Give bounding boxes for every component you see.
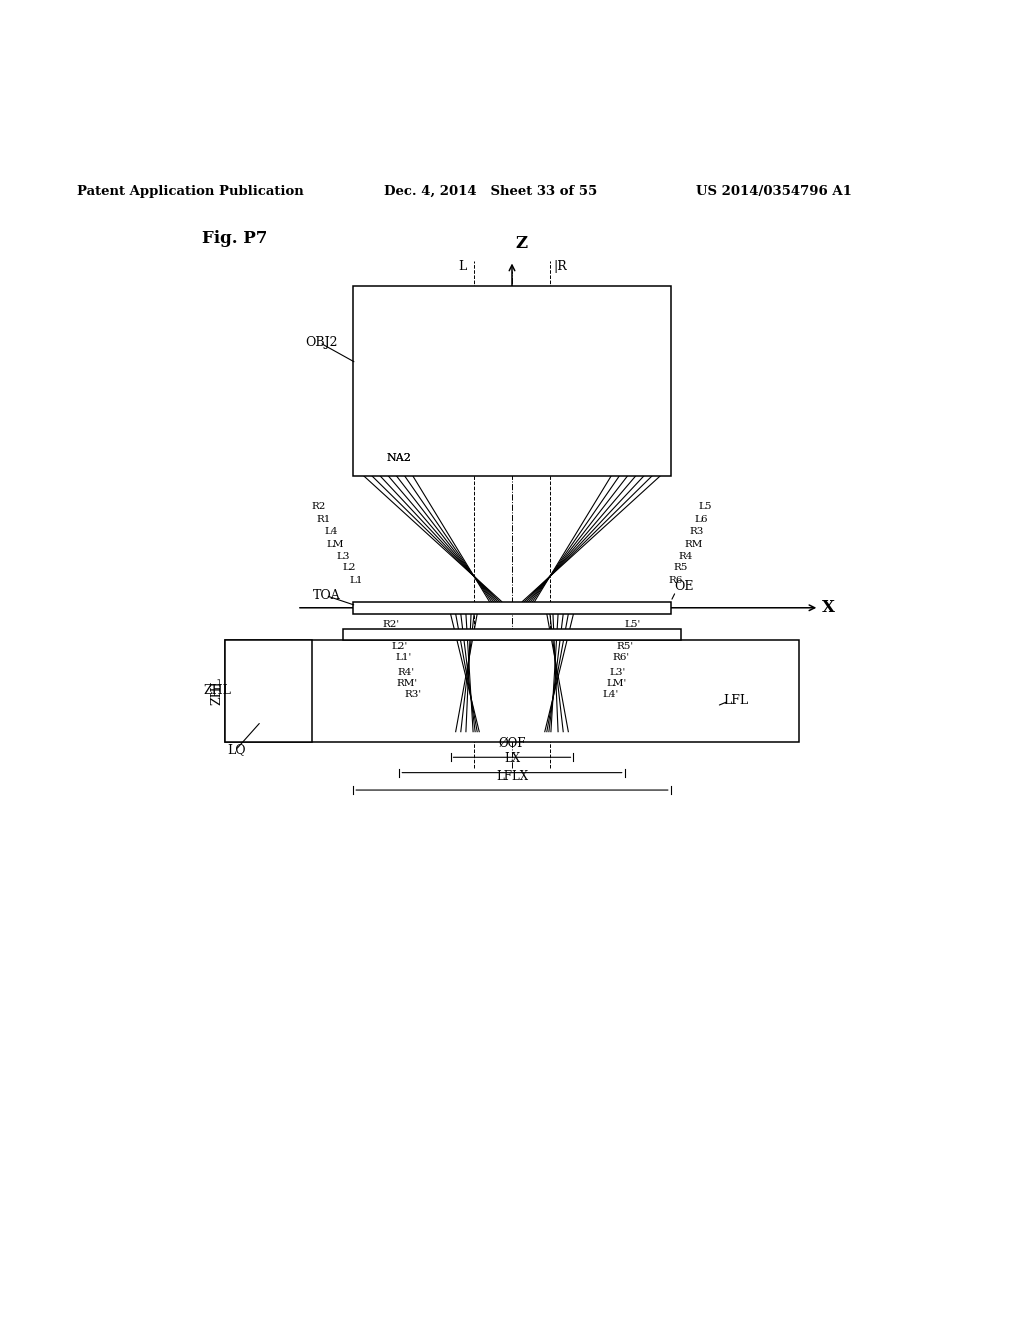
Text: LFLX: LFLX <box>496 770 528 783</box>
Text: L4: L4 <box>325 528 338 536</box>
Text: LX: LX <box>504 752 520 766</box>
Text: L6': L6' <box>621 631 637 640</box>
Text: L3: L3 <box>337 552 350 561</box>
Text: L5: L5 <box>698 502 712 511</box>
Text: R5: R5 <box>674 564 688 573</box>
Bar <box>225 639 799 742</box>
Text: Dec. 4, 2014   Sheet 33 of 55: Dec. 4, 2014 Sheet 33 of 55 <box>384 185 597 198</box>
Text: RM: RM <box>684 540 702 549</box>
Text: LQ: LQ <box>227 743 246 756</box>
Text: L: L <box>459 260 467 273</box>
Text: R2: R2 <box>311 502 326 511</box>
Text: X: X <box>822 599 836 616</box>
Text: L1': L1' <box>395 653 412 663</box>
Text: L3': L3' <box>609 668 626 677</box>
Text: Z: Z <box>515 235 527 252</box>
Text: R4: R4 <box>679 552 693 561</box>
Text: R4': R4' <box>397 668 415 677</box>
Text: Fig. P7: Fig. P7 <box>202 230 267 247</box>
Bar <box>225 639 312 742</box>
Text: LM': LM' <box>606 678 627 688</box>
Text: ZHL: ZHL <box>203 684 231 697</box>
Text: L1: L1 <box>349 576 362 585</box>
Text: OBJ2: OBJ2 <box>305 337 338 348</box>
Bar <box>353 602 671 614</box>
Text: LFL: LFL <box>723 694 749 708</box>
Text: L5': L5' <box>625 619 641 628</box>
Text: OE: OE <box>674 579 693 593</box>
Text: LM: LM <box>327 540 344 549</box>
Text: R6: R6 <box>669 576 683 585</box>
Text: R3': R3' <box>404 690 422 700</box>
Text: Patent Application Publication: Patent Application Publication <box>77 185 303 198</box>
Text: RM': RM' <box>396 678 418 688</box>
Text: R6': R6' <box>612 653 630 663</box>
Text: R1': R1' <box>386 631 403 640</box>
Text: R2': R2' <box>382 619 399 628</box>
Text: NA2: NA2 <box>387 453 412 463</box>
Text: L2': L2' <box>391 643 408 651</box>
Text: ZHL: ZHL <box>211 677 223 705</box>
Text: TOA: TOA <box>313 589 341 602</box>
Text: L6: L6 <box>694 515 708 524</box>
Text: US 2014/0354796 A1: US 2014/0354796 A1 <box>696 185 852 198</box>
Bar <box>343 630 681 639</box>
Text: |R: |R <box>553 260 566 273</box>
Text: L4': L4' <box>602 690 618 700</box>
Text: NA2: NA2 <box>387 453 412 463</box>
Text: ØOF: ØOF <box>499 737 525 750</box>
Text: R1: R1 <box>316 515 331 524</box>
Text: R3: R3 <box>689 528 703 536</box>
Text: L2: L2 <box>343 564 356 573</box>
Text: R5': R5' <box>616 643 634 651</box>
Bar <box>353 286 671 475</box>
